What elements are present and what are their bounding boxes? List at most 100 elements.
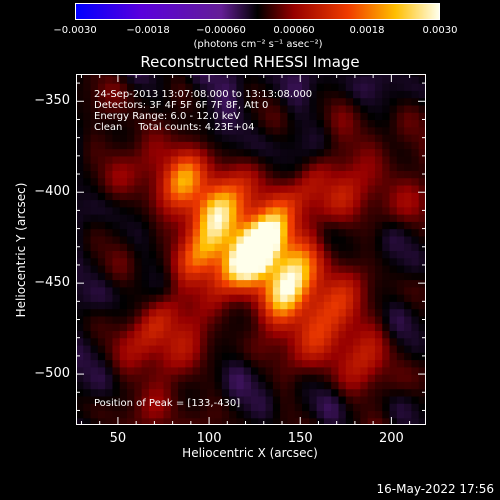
heatmap-cell	[192, 344, 201, 353]
heatmap-cell	[229, 119, 238, 128]
heatmap-cell	[360, 235, 369, 244]
heatmap-cell	[178, 119, 186, 128]
heatmap-cell	[367, 74, 376, 77]
heatmap-cell	[112, 395, 121, 404]
heatmap-cell	[389, 286, 398, 295]
heatmap-cell	[214, 243, 223, 251]
heatmap-cell	[134, 301, 143, 310]
heatmap-cell	[90, 374, 99, 382]
heatmap-cell	[309, 74, 318, 77]
heatmap-cell	[185, 308, 194, 317]
heatmap-cell	[178, 395, 186, 404]
heatmap-cell	[316, 235, 325, 244]
heatmap-cell	[360, 134, 369, 142]
heatmap-cell	[309, 141, 318, 150]
heatmap-cell	[119, 323, 128, 332]
heatmap-cell	[178, 74, 186, 77]
heatmap-cell	[207, 315, 216, 324]
heatmap-cell	[112, 235, 121, 244]
heatmap-cell	[141, 184, 150, 193]
heatmap-cell	[127, 228, 135, 237]
heatmap-cell	[97, 359, 106, 368]
heatmap-cell	[251, 417, 259, 425]
heatmap-cell	[192, 403, 201, 412]
heatmap-cell	[374, 141, 383, 150]
heatmap-cell	[119, 417, 128, 425]
heatmap-cell	[280, 381, 289, 390]
heatmap-cell	[345, 119, 354, 128]
heatmap-cell	[192, 264, 201, 273]
heatmap-cell	[374, 184, 383, 193]
heatmap-cell	[367, 388, 376, 397]
heatmap-cell	[178, 214, 186, 222]
heatmap-cell	[338, 337, 347, 346]
heatmap-cell	[243, 381, 252, 390]
heatmap-cell	[83, 330, 92, 339]
heatmap-cell	[185, 177, 194, 186]
heatmap-cell	[353, 395, 361, 404]
heatmap-cell	[105, 243, 114, 251]
heatmap-cell	[338, 243, 347, 251]
heatmap-cell	[272, 177, 281, 186]
heatmap-cell	[411, 192, 420, 201]
heatmap-cell	[418, 235, 426, 244]
heatmap-cell	[207, 395, 216, 404]
heatmap-cell	[418, 141, 426, 150]
heatmap-cell	[192, 126, 201, 135]
heatmap-cell	[316, 119, 325, 128]
heatmap-cell	[141, 352, 150, 361]
heatmap-cell	[221, 134, 230, 142]
heatmap-cell	[251, 184, 259, 193]
heatmap-cell	[302, 337, 310, 346]
heatmap-cell	[185, 272, 194, 281]
heatmap-cell	[396, 286, 405, 295]
heatmap-cell	[287, 126, 296, 135]
heatmap-cell	[345, 74, 354, 77]
heatmap-cell	[127, 177, 135, 186]
heatmap-cell	[389, 315, 398, 324]
heatmap-cell	[199, 214, 208, 222]
heatmap-cell	[331, 119, 340, 128]
heatmap-cell	[97, 374, 106, 382]
heatmap-cell	[192, 184, 201, 193]
heatmap-cell	[396, 90, 405, 99]
heatmap-cell	[119, 374, 128, 382]
heatmap-cell	[90, 75, 99, 84]
heatmap-cell	[163, 250, 172, 259]
heatmap-cell	[360, 366, 369, 375]
heatmap-cell	[127, 279, 135, 288]
heatmap-cell	[105, 257, 114, 266]
heatmap-cell	[178, 403, 186, 412]
heatmap-cell	[134, 272, 143, 281]
heatmap-cell	[90, 97, 99, 106]
heatmap-cell	[411, 279, 420, 288]
heatmap-cell	[411, 83, 420, 91]
heatmap-cell	[90, 199, 99, 208]
colorbar-tick-label: 0.0030	[422, 25, 458, 36]
heatmap-cell	[185, 257, 194, 266]
heatmap-cell	[199, 359, 208, 368]
heatmap-cell	[90, 192, 99, 201]
heatmap-cell	[229, 359, 238, 368]
heatmap-cell	[156, 250, 165, 259]
heatmap-cell	[411, 381, 420, 390]
heatmap-cell	[302, 90, 310, 99]
heatmap-cell	[127, 250, 135, 259]
heatmap-cell	[345, 141, 354, 150]
heatmap-cell	[112, 323, 121, 332]
heatmap-cell	[302, 112, 310, 121]
heatmap-cell	[251, 148, 259, 157]
heatmap-cell	[272, 192, 281, 201]
heatmap-cell	[90, 352, 99, 361]
heatmap-cell	[192, 395, 201, 404]
heatmap-cell	[360, 90, 369, 99]
heatmap-cell	[411, 395, 420, 404]
heatmap-cell	[178, 184, 186, 193]
heatmap-cell	[229, 294, 238, 302]
heatmap-cell	[236, 214, 245, 222]
heatmap-cell	[411, 214, 420, 222]
heatmap-cell	[294, 163, 303, 171]
heatmap-cell	[411, 75, 420, 84]
heatmap-cell	[367, 75, 376, 84]
heatmap-cell	[192, 134, 201, 142]
